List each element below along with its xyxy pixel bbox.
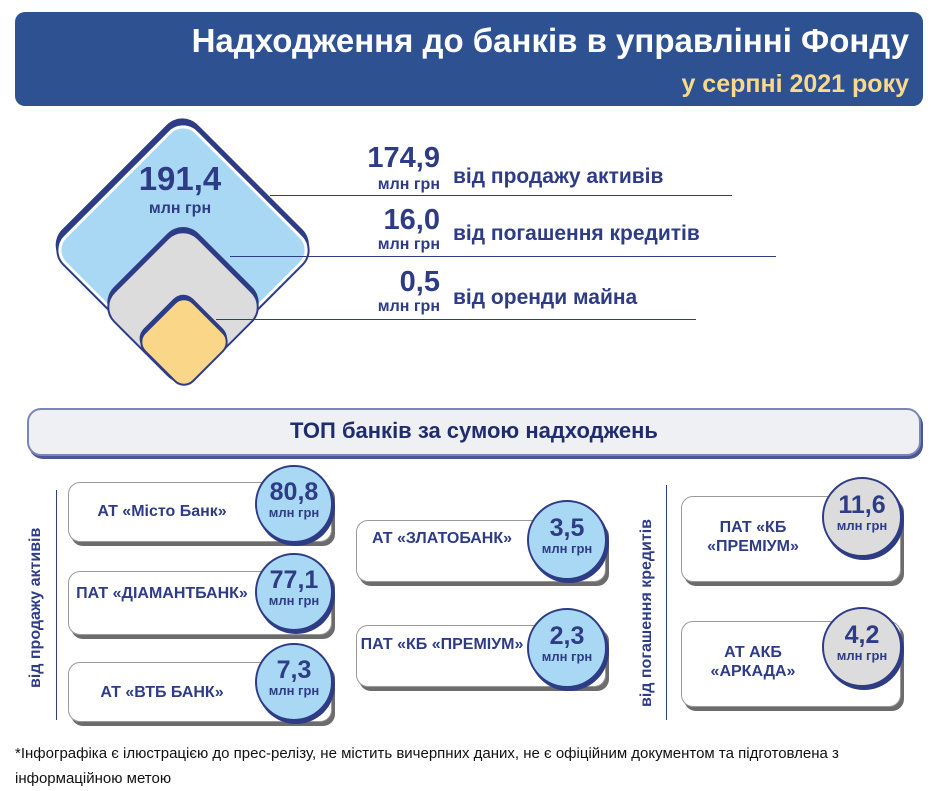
bank-amount-circle: 3,5 млн грн <box>527 500 607 580</box>
credits-value: 16,0 <box>383 204 440 236</box>
bank-amount-unit: млн грн <box>836 648 888 663</box>
bank-name: ПАТ «КБ «ПРЕМІУМ» <box>707 519 799 555</box>
bank-amount-value: 11,6 <box>838 491 886 519</box>
sales-value: 174,9 <box>367 142 440 174</box>
bank-amount-value: 3,5 <box>549 514 585 542</box>
rent-line <box>216 319 696 320</box>
bank-name: АТ «ЗЛАТОБАНК» <box>372 530 512 547</box>
bank-name: АТ «ВТБ БАНК» <box>100 684 224 701</box>
bank-amount-circle: 2,3 млн грн <box>527 608 607 688</box>
bank-name: ПАТ «ДІАМАНТБАНК» <box>76 585 248 602</box>
side-divider-sales <box>56 490 57 720</box>
bank-name: АТ «Місто Банк» <box>97 503 227 520</box>
header-banner: Надходження до банків в управлінні Фонду… <box>15 12 923 106</box>
rent-value: 0,5 <box>399 266 440 298</box>
bank-amount-value: 2,3 <box>549 622 585 650</box>
sales-unit: млн грн <box>377 176 440 193</box>
side-divider-credits <box>666 485 667 720</box>
page-subtitle: у серпні 2021 року <box>681 70 909 98</box>
credits-unit: млн грн <box>377 236 440 253</box>
side-label-credits: від погашення кредитів <box>638 518 655 707</box>
total-unit: млн грн <box>148 200 212 217</box>
sales-line <box>270 195 732 196</box>
bank-amount-circle: 4,2 млн грн <box>822 607 902 687</box>
page-title: Надходження до банків в управлінні Фонду <box>191 22 909 59</box>
bank-amount-circle: 7,3 млн грн <box>255 643 333 721</box>
bank-amount-circle: 77,1 млн грн <box>255 553 333 631</box>
bank-amount-unit: млн грн <box>268 593 320 608</box>
bank-amount-unit: млн грн <box>836 518 888 533</box>
bank-amount-circle: 11,6 млн грн <box>822 477 902 557</box>
rent-label: від оренди майна <box>453 286 638 309</box>
credits-label: від погашення кредитів <box>453 222 700 245</box>
bank-amount-unit: млн грн <box>268 505 320 520</box>
bank-amount-circle: 80,8 млн грн <box>255 465 333 543</box>
sales-label: від продажу активів <box>453 165 664 188</box>
bank-amount-value: 80,8 <box>269 478 319 506</box>
bank-name: АТ АКБ «АРКАДА» <box>710 644 796 680</box>
credits-line <box>230 256 776 257</box>
side-label-sales: від продажу активів <box>27 527 44 688</box>
total-value: 191,4 <box>138 160 222 197</box>
bank-amount-unit: млн грн <box>541 649 593 664</box>
bank-amount-value: 77,1 <box>269 566 319 594</box>
rent-unit: млн грн <box>377 298 440 315</box>
bank-name: ПАТ «КБ «ПРЕМІУМ» <box>360 636 524 653</box>
top-banks-banner <box>27 408 921 456</box>
top-banks-title: ТОП банків за сумою надходжень <box>290 418 658 443</box>
footnote: *Інфографіка є ілюстрацією до прес-реліз… <box>15 745 839 787</box>
bank-amount-unit: млн грн <box>541 541 593 556</box>
bank-amount-value: 7,3 <box>276 656 312 684</box>
bank-amount-value: 4,2 <box>844 621 880 649</box>
bank-amount-unit: млн грн <box>268 683 320 698</box>
